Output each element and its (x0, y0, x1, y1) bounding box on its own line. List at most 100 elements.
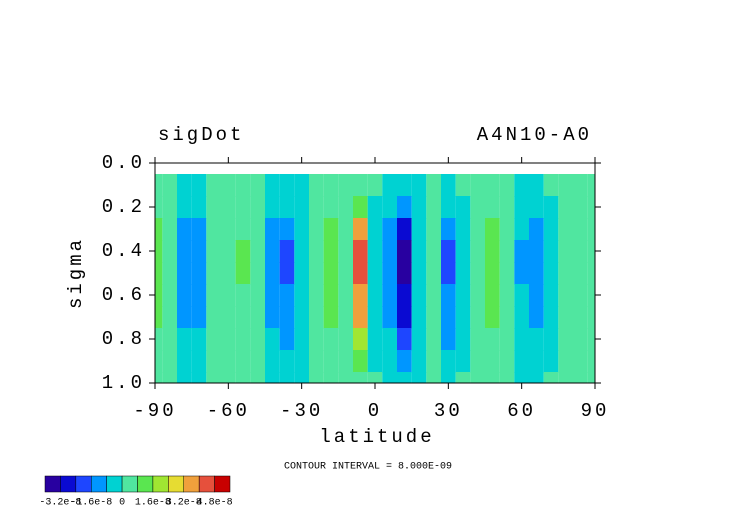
field-cell (235, 196, 251, 219)
field-cell (367, 284, 383, 307)
field-cell (323, 372, 339, 384)
colorbar-label: -3.2e-8 (39, 498, 81, 509)
field-cell (338, 174, 353, 197)
field-cell (191, 350, 207, 373)
field-cell (411, 196, 427, 219)
field-cell (162, 328, 177, 351)
colorbar-box (168, 475, 184, 493)
field-cell (353, 328, 368, 351)
field-cell (221, 372, 236, 384)
field-cell (279, 262, 295, 285)
field-cell (155, 306, 163, 329)
x-tick-label: 90 (581, 400, 610, 422)
field-cell (309, 372, 324, 384)
field-cell (426, 306, 441, 329)
field-cell (485, 218, 500, 241)
field-cell (309, 284, 324, 307)
field-cell (587, 372, 595, 384)
field-cell (455, 262, 471, 285)
field-cell (587, 284, 595, 307)
field-cell (514, 350, 529, 373)
field-cell (470, 174, 485, 197)
field-cell (514, 240, 529, 263)
field-cell (470, 350, 485, 373)
field-cell (162, 240, 177, 263)
field-cell (441, 328, 456, 351)
field-cell (353, 372, 368, 384)
field-cell (235, 240, 251, 263)
field-cell (441, 350, 456, 373)
field-cell (499, 218, 515, 241)
field-cell (250, 306, 265, 329)
field-cell (279, 218, 295, 241)
field-cell (221, 350, 236, 373)
field-cell (558, 218, 573, 241)
field-cell (235, 372, 251, 384)
field-cell (558, 284, 573, 307)
field-cell (426, 284, 441, 307)
field-cell (470, 372, 485, 384)
field-cell (338, 262, 353, 285)
field-cell (514, 284, 529, 307)
field-cell (485, 262, 500, 285)
field-cell (382, 306, 397, 329)
field-cell (411, 372, 427, 384)
colorbar-label: 4.8e-8 (197, 498, 233, 509)
field-cell (265, 196, 280, 219)
field-cell (206, 284, 221, 307)
field-cell (353, 284, 368, 307)
field-cell (338, 284, 353, 307)
colorbar-box (75, 475, 92, 493)
field-cell (353, 174, 368, 197)
field-cell (162, 262, 177, 285)
field-cell (265, 306, 280, 329)
field-cell (573, 284, 588, 307)
field-cell (499, 284, 515, 307)
field-cell (529, 328, 544, 351)
field-cell (265, 284, 280, 307)
field-cell (411, 262, 427, 285)
field-cell (250, 284, 265, 307)
field-cell (265, 240, 280, 263)
field-cell (514, 372, 529, 384)
field-cell (338, 196, 353, 219)
colorbar-box (214, 475, 231, 493)
field-cell (411, 284, 427, 307)
field-cell (455, 372, 471, 384)
y-axis-label: sigma (65, 237, 87, 309)
colorbar-box (198, 475, 215, 493)
field-cell (529, 174, 544, 197)
field-cell (470, 240, 485, 263)
field-cell (353, 196, 368, 219)
field-cell (155, 218, 163, 241)
field-cell (294, 350, 309, 373)
field-cell (265, 328, 280, 351)
field-cell (397, 196, 412, 219)
field-cell (514, 174, 529, 197)
field-cell (543, 262, 559, 285)
field-cell (470, 306, 485, 329)
field-cell (250, 174, 265, 197)
field-cell (177, 196, 192, 219)
field-cell (411, 218, 427, 241)
chart-subtitle: A4N10-A0 (477, 124, 592, 146)
field-cell (250, 262, 265, 285)
field-cell (279, 306, 295, 329)
field-cell (206, 196, 221, 219)
field-cell (162, 372, 177, 384)
field-cell (573, 174, 588, 197)
field-cell (397, 174, 412, 197)
field-cell (455, 306, 471, 329)
field-cell (294, 328, 309, 351)
field-cell (573, 218, 588, 241)
field-cell (155, 372, 163, 384)
field-cell (587, 240, 595, 263)
field-cell (455, 240, 471, 263)
field-cell (485, 306, 500, 329)
field-cell (323, 328, 339, 351)
y-tick-label: 0.0 (102, 152, 145, 174)
field-cell (294, 174, 309, 197)
field-cell (426, 372, 441, 384)
field-cell (529, 262, 544, 285)
field-cell (367, 218, 383, 241)
